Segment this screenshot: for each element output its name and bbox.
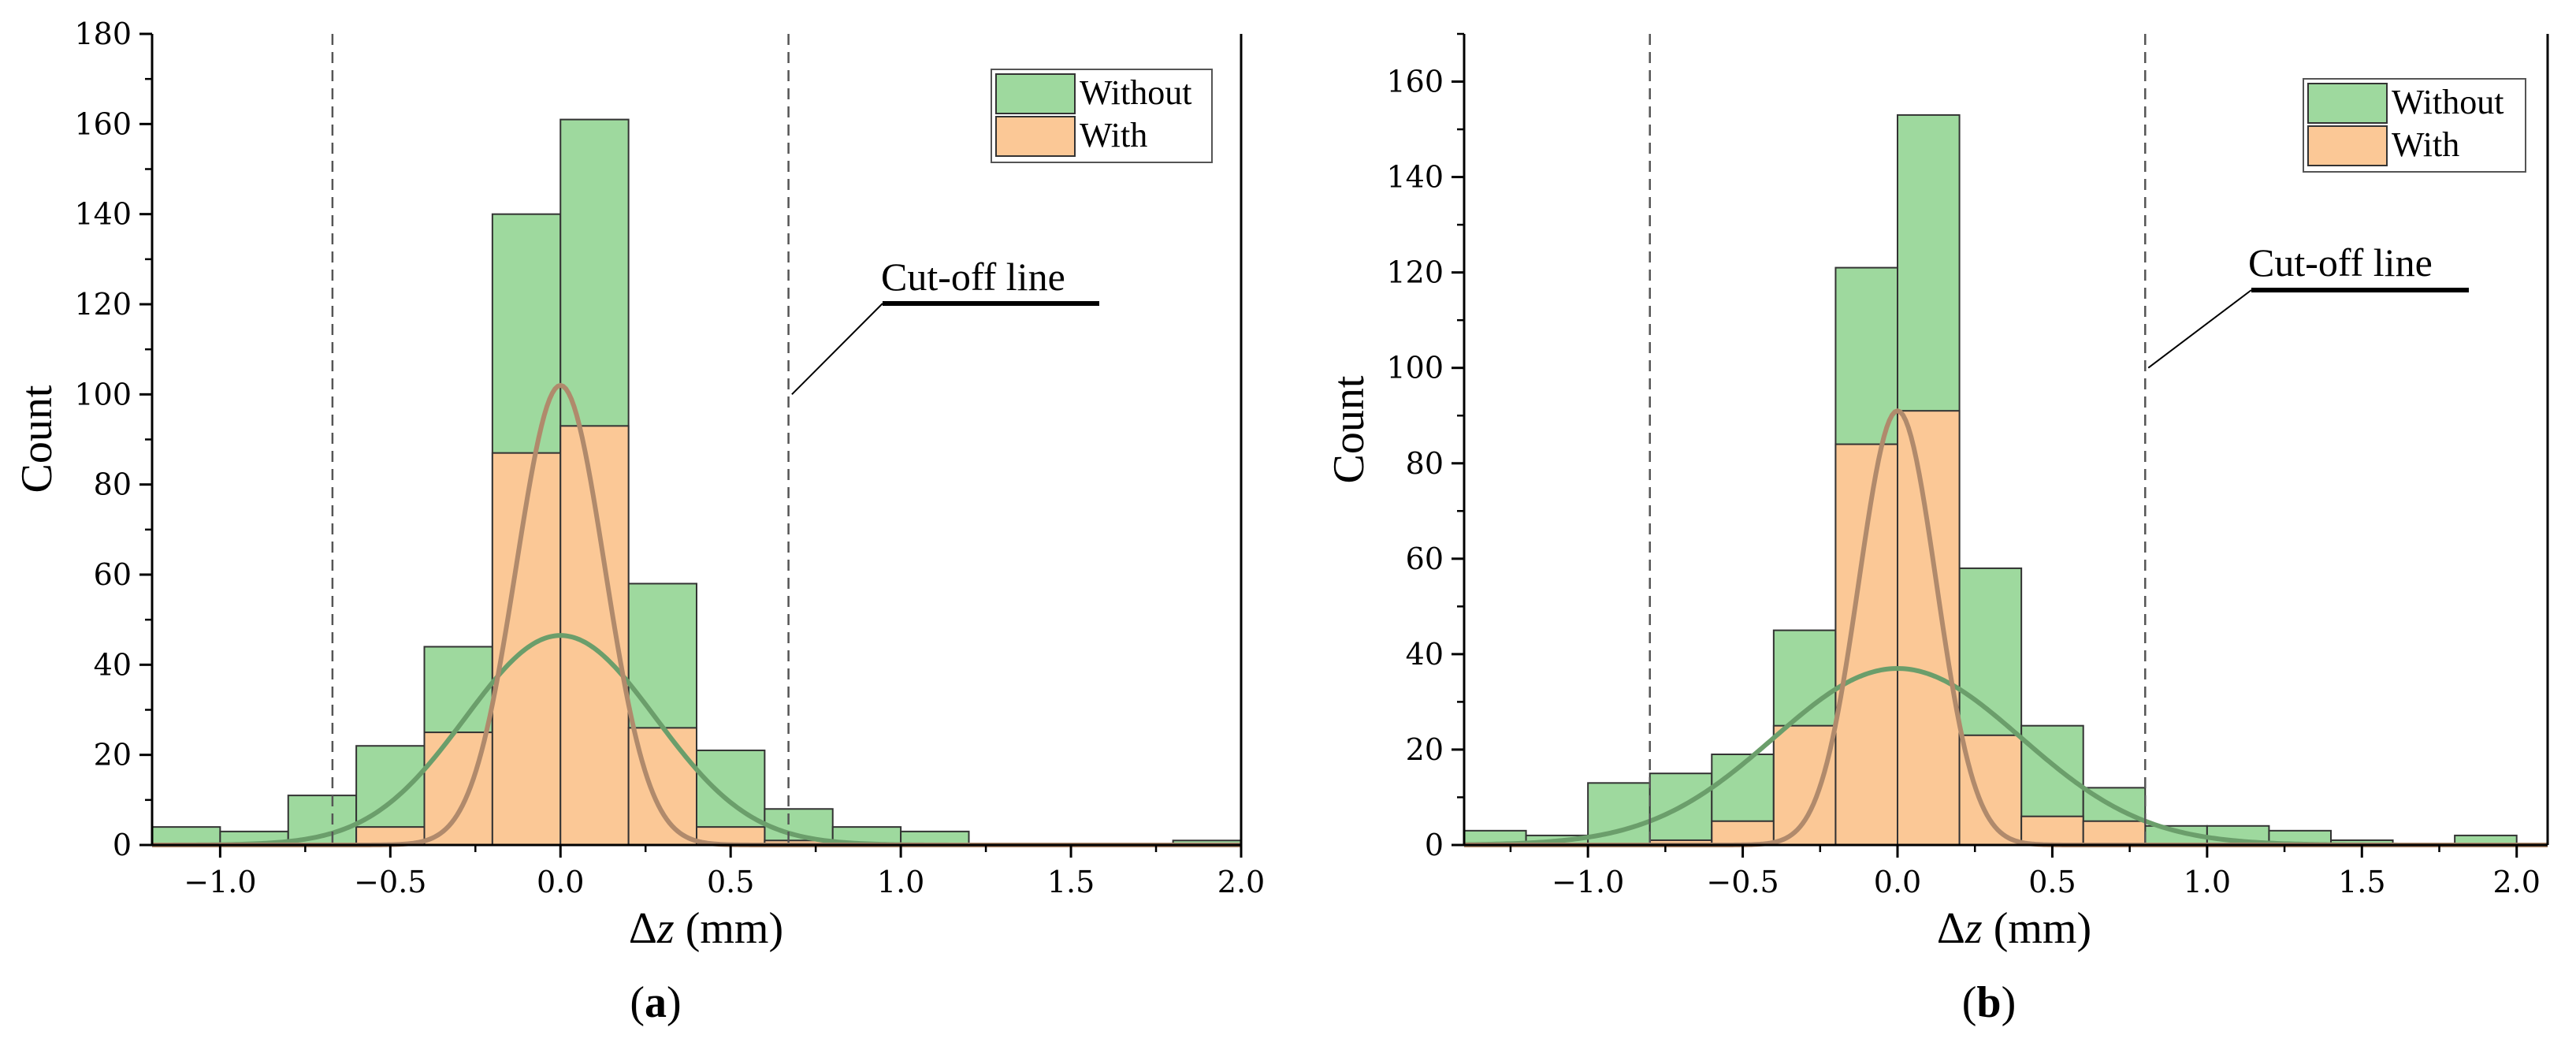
panel-label-letter: a — [645, 978, 667, 1027]
y-tick-label: 20 — [1406, 732, 1444, 767]
y-tick-label: 40 — [1406, 637, 1444, 672]
panel-label-open-paren: ( — [630, 978, 645, 1027]
x-tick-label: 0.5 — [707, 865, 754, 899]
bar-with — [2082, 820, 2147, 847]
legend-swatch-with — [2307, 125, 2388, 166]
chart-panel-a: Cut-off line −1.0 −0.5 0.0 0.5 1.0 1.5 2.0 0 20 40… — [13, 17, 1265, 1027]
panel-label-letter: b — [1976, 978, 2001, 1027]
y-tick-label: 0 — [1425, 828, 1444, 862]
y-tick-label: 100 — [1386, 351, 1444, 385]
legend-label-without: Without — [2392, 83, 2504, 121]
y-axis-title: Count — [13, 385, 61, 493]
bar-without — [151, 826, 221, 846]
x-tick-label: 2.0 — [1217, 865, 1265, 899]
y-tick-label: 60 — [94, 557, 132, 592]
cutoff-label: Cut-off line — [2248, 240, 2433, 285]
panel-label-close-paren: ) — [667, 978, 682, 1027]
x-axis-title-prefix: Δ — [1937, 904, 1965, 953]
x-tick-label: 0.0 — [537, 865, 584, 899]
legend-swatch-with — [995, 116, 1076, 157]
legend: Without With — [991, 69, 1213, 163]
x-tick-label: 2.0 — [2492, 865, 2540, 899]
chart-panel-b: Cut-off line −1.0 −0.5 0.0 0.5 1.0 1.5 2.0 0 20 40… — [1325, 32, 2549, 1027]
legend-swatch-without — [2307, 83, 2388, 124]
y-tick-label: 40 — [94, 647, 132, 682]
y-tick-label: 160 — [74, 106, 132, 141]
legend-label-with: With — [2392, 125, 2459, 164]
y-tick-label: 0 — [113, 828, 132, 862]
x-tick-label: 1.5 — [1047, 865, 1095, 899]
legend-swatch-without — [995, 73, 1076, 114]
x-tick-label: −0.5 — [1706, 865, 1779, 899]
panel-label: (b) — [1962, 978, 2016, 1027]
x-tick-label: 1.0 — [877, 865, 924, 899]
x-tick-label: 0.0 — [1874, 865, 1921, 899]
y-tick-label: 140 — [74, 197, 132, 232]
y-tick-label: 100 — [74, 377, 132, 411]
x-axis-title: Δz (mm) — [1937, 904, 2091, 953]
x-axis-title-variable: z — [1965, 904, 1983, 953]
panel-label-open-paren: ( — [1962, 978, 1977, 1027]
cutoff-pointer — [2147, 289, 2252, 369]
x-axis-title-prefix: Δ — [629, 904, 657, 953]
bar-with — [1897, 410, 1961, 846]
cutoff-label: Cut-off line — [881, 255, 1065, 299]
y-tick-label: 180 — [74, 17, 132, 51]
y-tick-label: 80 — [1406, 446, 1444, 481]
bar-with — [1711, 820, 1775, 847]
x-axis-title-variable: z — [656, 904, 675, 953]
legend-label-with: With — [1080, 116, 1147, 154]
x-axis-title-unit: (mm) — [675, 904, 783, 953]
panel-label: (a) — [630, 978, 681, 1027]
x-tick-label: −0.5 — [354, 865, 426, 899]
bar-with — [1772, 724, 1837, 846]
cutoff-pointer — [791, 303, 883, 396]
y-tick-label: 120 — [1386, 255, 1444, 290]
y-tick-label: 80 — [94, 467, 132, 502]
x-tick-label: 1.0 — [2184, 865, 2231, 899]
bar-with — [2020, 815, 2084, 847]
y-tick-label: 120 — [74, 287, 132, 322]
series-with — [1649, 410, 2147, 847]
y-tick-label: 140 — [1386, 160, 1444, 195]
bar-with — [1958, 734, 2023, 846]
panel-label-close-paren: ) — [2002, 978, 2017, 1027]
x-axis-title-unit: (mm) — [1983, 904, 2091, 953]
y-tick-label: 20 — [94, 738, 132, 772]
y-tick-label: 160 — [1386, 65, 1444, 99]
x-tick-label: −1.0 — [184, 865, 256, 899]
x-axis-title: Δz (mm) — [629, 904, 783, 953]
y-tick-label: 60 — [1406, 542, 1444, 576]
x-tick-label: 1.5 — [2338, 865, 2385, 899]
bar-with — [1834, 443, 1898, 846]
x-tick-label: 0.5 — [2028, 865, 2076, 899]
legend: Without With — [2303, 78, 2526, 173]
legend-label-without: Without — [1080, 73, 1191, 112]
y-axis-title: Count — [1325, 375, 1373, 483]
x-tick-label: −1.0 — [1552, 865, 1624, 899]
